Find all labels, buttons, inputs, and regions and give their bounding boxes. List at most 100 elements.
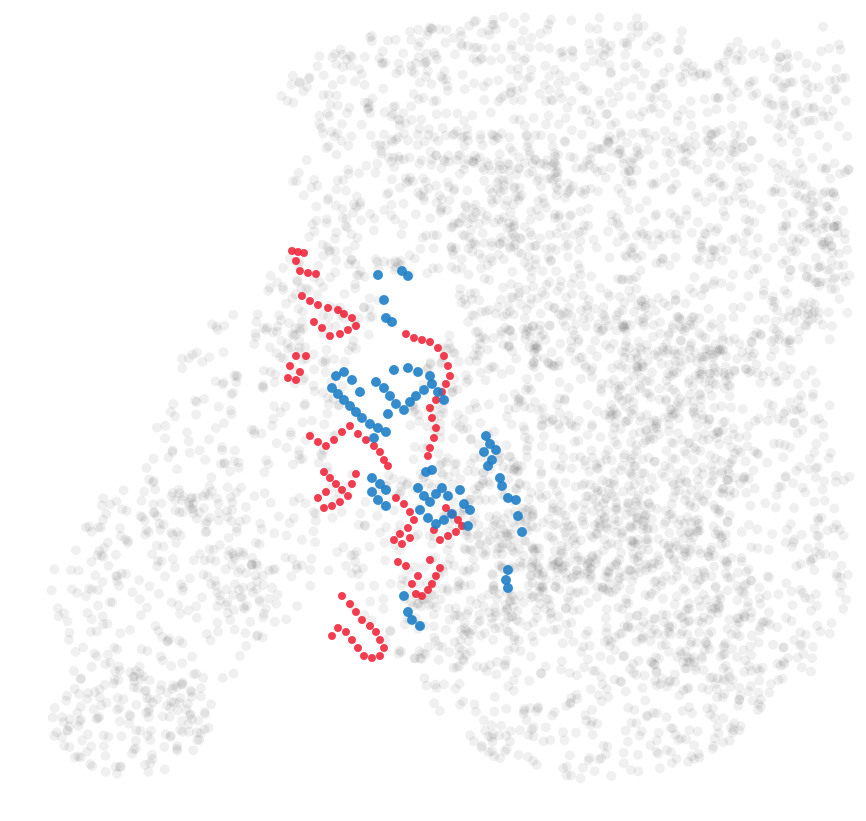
background-point (667, 477, 678, 488)
background-point (566, 95, 577, 106)
background-point (746, 199, 757, 210)
background-point (658, 253, 668, 264)
background-point (529, 241, 540, 251)
background-point (613, 575, 624, 586)
background-point (446, 242, 457, 253)
background-point (800, 370, 811, 381)
background-point (448, 249, 459, 260)
background-point (523, 580, 534, 591)
background-point (489, 602, 500, 613)
blue-data-point (339, 367, 349, 377)
background-point (709, 368, 720, 379)
background-point (379, 107, 390, 118)
background-point (561, 531, 572, 542)
background-point (717, 417, 728, 428)
background-point (716, 401, 727, 412)
background-point (713, 62, 724, 73)
background-point (622, 502, 633, 513)
blue-data-point (491, 445, 501, 455)
background-point (545, 14, 556, 25)
background-point (513, 63, 524, 74)
background-point (682, 477, 693, 488)
background-point (596, 486, 607, 497)
background-point (272, 277, 283, 288)
background-point (826, 241, 837, 251)
background-point (797, 587, 808, 598)
background-point (678, 533, 689, 544)
background-point (700, 377, 711, 388)
background-point (418, 92, 429, 103)
background-point (729, 333, 740, 344)
background-point (498, 461, 509, 472)
background-point (686, 338, 697, 349)
background-point (522, 74, 533, 85)
background-point (716, 278, 727, 288)
background-point (551, 160, 562, 171)
background-point (741, 487, 752, 498)
background-point (753, 449, 764, 460)
background-point (556, 664, 567, 675)
background-point (769, 296, 780, 307)
background-point (280, 552, 291, 563)
background-point (594, 12, 605, 23)
background-point (642, 710, 653, 721)
background-point (421, 48, 432, 59)
background-point (803, 316, 814, 327)
background-point (418, 173, 429, 184)
background-point (579, 161, 590, 172)
background-point (663, 382, 674, 392)
background-point (786, 616, 797, 627)
background-point (720, 538, 731, 549)
background-point (568, 502, 579, 513)
background-point (551, 486, 562, 497)
background-point (493, 534, 504, 545)
background-point (628, 658, 639, 669)
background-point (768, 301, 779, 312)
background-point (809, 565, 820, 576)
background-point (426, 160, 437, 170)
red-data-point (284, 374, 292, 382)
background-point (726, 234, 737, 245)
background-point (753, 153, 764, 163)
background-point (508, 95, 519, 105)
background-point (495, 232, 506, 243)
background-point (592, 549, 603, 560)
background-point (612, 218, 623, 229)
background-point (152, 561, 163, 572)
background-point (694, 388, 705, 399)
background-point (264, 342, 275, 353)
background-point (709, 275, 720, 286)
background-point (810, 378, 821, 388)
background-point (341, 54, 352, 65)
background-point (385, 258, 396, 269)
background-point (538, 567, 549, 578)
background-point (388, 473, 399, 484)
background-point (707, 475, 718, 486)
background-point (542, 24, 553, 35)
background-point (630, 461, 641, 472)
red-data-point (302, 352, 310, 360)
background-point (291, 275, 302, 286)
background-point (592, 488, 603, 498)
blue-data-point (425, 497, 435, 507)
background-point (465, 544, 476, 555)
background-point (486, 237, 497, 248)
background-point (538, 517, 549, 528)
background-point (602, 540, 613, 550)
background-point (584, 159, 595, 170)
blue-data-point (517, 527, 527, 537)
background-point (563, 178, 574, 189)
background-point (585, 183, 596, 194)
background-point (323, 399, 334, 410)
background-point (796, 390, 807, 401)
background-point (758, 285, 769, 296)
background-point (603, 567, 614, 578)
background-point (112, 693, 123, 704)
background-point (609, 476, 620, 486)
background-point (723, 475, 734, 486)
background-point (530, 154, 541, 165)
background-point (619, 323, 630, 334)
background-point (611, 527, 622, 538)
background-point (654, 383, 665, 394)
